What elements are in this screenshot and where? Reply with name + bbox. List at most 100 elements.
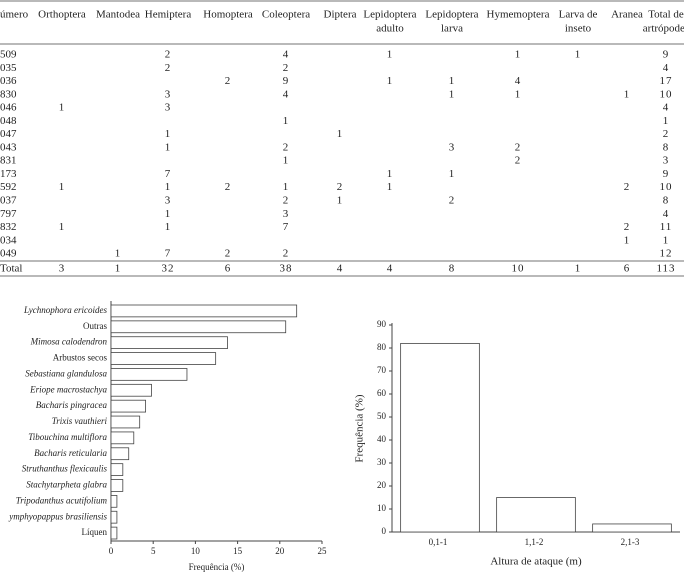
table-cell: 1 [387, 168, 394, 180]
table-cell: 2 [165, 49, 172, 61]
table-cell: 2 [283, 195, 290, 207]
row-label: 046 [0, 102, 17, 114]
y-tick-label: 40 [377, 434, 387, 444]
column-header: Orthoptera [38, 9, 86, 21]
bar [110, 368, 188, 381]
table-cell: 4 [663, 102, 670, 114]
bar [110, 479, 124, 492]
column-header: Homoptera [203, 9, 253, 21]
table-cell: 4 [663, 62, 670, 74]
y-tick-label: 80 [377, 342, 387, 352]
x-axis-label: Frequência (%) [189, 562, 245, 572]
column-header: artrópodes [643, 23, 684, 35]
y-tick-label: 70 [377, 365, 387, 375]
x-tick-label: 5 [151, 546, 156, 556]
column-header: Hymemoptera [487, 9, 550, 21]
bar [110, 383, 152, 397]
y-tick-label: Trixis vauthieri [52, 416, 108, 426]
table-cell: 2 [225, 248, 232, 260]
table-cell: 4 [337, 263, 344, 275]
column-header: Lepidoptera [363, 9, 416, 21]
table-cell: 12 [660, 248, 673, 260]
row-label: 832 [0, 221, 17, 233]
table-cell: 1 [165, 128, 172, 140]
bar [110, 510, 118, 524]
table-cell: 1 [59, 181, 66, 193]
y-tick-label: Outras [83, 321, 107, 331]
y-tick-label: 0 [382, 526, 387, 536]
y-tick-label: Arbustos secos [53, 353, 108, 363]
x-tick-label: 25 [318, 546, 328, 556]
row-label: 043 [0, 141, 17, 153]
y-tick-label: Eriope macrostachya [29, 384, 107, 394]
table-cell: 10 [660, 181, 673, 193]
table-cell: 1 [59, 221, 66, 233]
table-cell: 38 [280, 263, 293, 275]
row-label: 037 [0, 195, 17, 207]
table-cell: 1 [165, 141, 172, 153]
table-cell: 9 [663, 49, 670, 61]
x-tick-label: 1,1-2 [525, 537, 544, 547]
column-header: Aranea [611, 9, 643, 21]
row-label: 049 [0, 248, 17, 260]
column-header: Larva de [559, 9, 598, 21]
table-cell: 8 [663, 141, 670, 153]
table-cell: 2 [165, 62, 172, 74]
table-cell: 1 [165, 208, 172, 220]
row-label: 509 [0, 49, 17, 61]
y-tick-label: ymphyopappus brasiliensis [8, 511, 107, 521]
y-tick-label: 90 [377, 319, 387, 329]
table-cell: 1 [449, 168, 456, 180]
table-cell: 3 [165, 195, 172, 207]
table-cell: 3 [59, 263, 66, 275]
table-cell: 7 [165, 248, 172, 260]
row-label: 048 [0, 115, 17, 127]
table-cell: 4 [515, 75, 522, 87]
bar [110, 431, 135, 445]
table-cell: 1 [59, 102, 66, 114]
table-cell: 9 [663, 168, 670, 180]
column-header: Diptera [324, 9, 357, 21]
column-header: Hemiptera [145, 9, 192, 21]
table-cell: 2 [283, 141, 290, 153]
table-cell: 2 [337, 181, 344, 193]
bar [110, 447, 130, 461]
table-cell: 1 [283, 115, 290, 127]
bar [400, 342, 480, 533]
bar [110, 304, 298, 318]
bar [110, 399, 147, 413]
table-cell: 2 [449, 195, 456, 207]
table-cell: 8 [449, 263, 456, 275]
table-cell: 1 [575, 263, 582, 275]
table-cell: 1 [115, 263, 122, 275]
x-tick-label: 0,1-1 [429, 537, 448, 547]
row-label: Total [0, 263, 22, 275]
table-cell: 4 [387, 263, 394, 275]
table-cell: 9 [283, 75, 290, 87]
bar [110, 494, 118, 508]
table-cell: 4 [283, 88, 290, 100]
table-cell: 10 [512, 263, 525, 275]
y-tick-label: 50 [377, 411, 387, 421]
bar [496, 497, 576, 533]
table-cell: 3 [663, 155, 670, 167]
table-cell: 1 [283, 155, 290, 167]
bar [110, 415, 141, 429]
y-tick-label: Tripodanthus acutifolium [16, 495, 108, 505]
bar [110, 526, 118, 540]
column-header: inseto [565, 23, 592, 35]
table-cell: 2 [283, 248, 290, 260]
y-tick-label: Lychnophora ericoides [23, 305, 107, 315]
table-cell: 2 [283, 62, 290, 74]
table-cell: 1 [337, 128, 344, 140]
table-cell: 4 [663, 208, 670, 220]
table-cell: 32 [162, 263, 175, 275]
column-header: Lepidoptera [425, 9, 478, 21]
table-cell: 1 [387, 75, 394, 87]
bar [592, 523, 672, 533]
table-cell: 1 [663, 234, 670, 246]
table-cell: 1 [515, 49, 522, 61]
y-tick-label: Mimosa calodendron [30, 337, 108, 347]
column-header: Mantodea [96, 9, 140, 21]
row-label: 173 [0, 168, 17, 180]
